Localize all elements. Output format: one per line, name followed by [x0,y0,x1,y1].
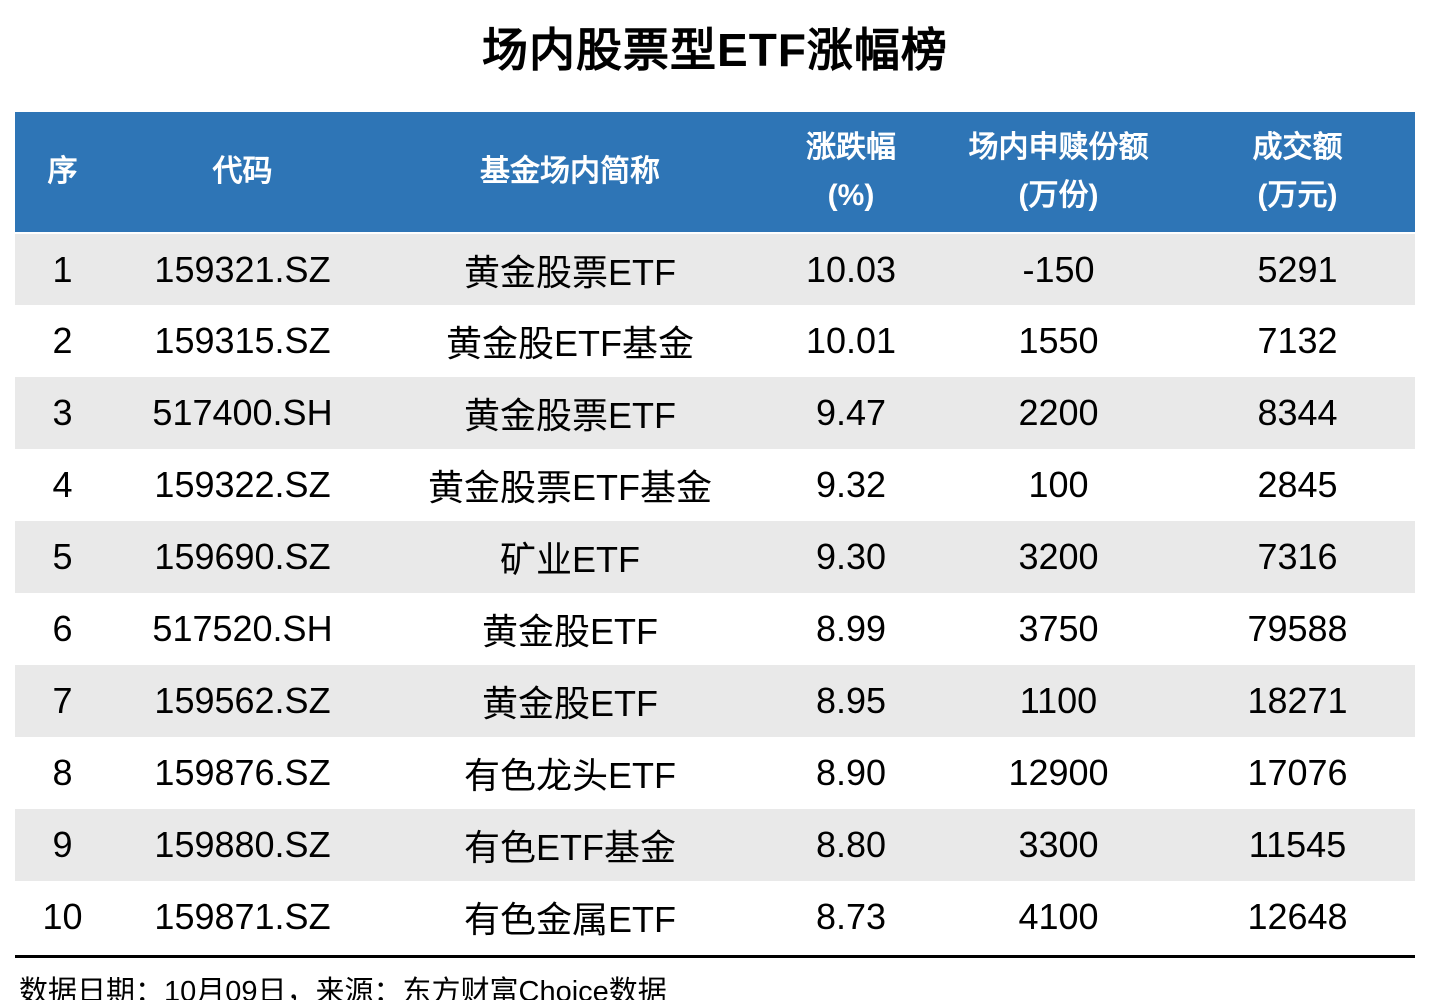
col-header-code-label: 代码 [212,155,273,188]
cell-code: 159321.SZ [154,248,331,290]
cell-code: 159562.SZ [154,680,331,721]
cell-name: 有色金属ETF [464,899,676,940]
table-header: 序 代码 基金场内简称 涨跌幅 (%) 场内申赎份额 (万份) 成交额 [15,112,1415,234]
cell-shares: 4100 [1018,896,1099,937]
cell-turnover: 7316 [1257,536,1338,577]
cell-code: 159880.SZ [154,824,331,865]
cell-turnover: 18271 [1247,680,1348,721]
cell-shares: 2200 [1018,392,1099,433]
cell-change: 9.47 [815,392,887,433]
col-header-change: 涨跌幅 (%) [765,112,937,234]
table-row: 4 159322.SZ 黄金股票ETF基金 9.32 100 2845 [15,449,1415,521]
table-row: 8 159876.SZ 有色龙头ETF 8.90 12900 17076 [15,737,1415,809]
col-header-name-label: 基金场内简称 [480,155,660,188]
cell-turnover: 17076 [1247,752,1348,793]
cell-code: 517400.SH [152,392,333,433]
cell-seq: 7 [52,680,73,721]
cell-name: 有色ETF基金 [464,827,676,868]
cell-name: 矿业ETF [500,539,640,580]
col-header-seq-label: 序 [47,155,78,188]
cell-turnover: 8344 [1257,392,1338,433]
cell-name: 有色龙头ETF [464,755,676,796]
col-header-shares: 场内申赎份额 (万份) [937,112,1180,234]
cell-change: 8.95 [815,680,887,721]
cell-name: 黄金股票ETF基金 [428,467,712,508]
data-source-note: 数据日期：10月09日，来源：东方财富Choice数据 [19,976,667,1000]
col-header-turnover: 成交额 (万元) [1180,112,1415,234]
cell-shares: 3300 [1018,824,1099,865]
cell-seq: 2 [52,320,73,361]
cell-change: 8.80 [815,824,887,865]
col-header-code: 代码 [110,112,375,234]
cell-turnover: 2845 [1257,464,1338,505]
cell-change: 8.90 [815,752,887,793]
cell-turnover: 12648 [1247,896,1348,937]
cell-name: 黄金股ETF [482,683,658,724]
col-header-change-label: 涨跌幅 [806,131,896,164]
cell-seq: 6 [52,608,73,649]
table-row: 1 159321.SZ 黄金股票ETF 10.03 -150 5291 [15,233,1415,305]
cell-shares: 1100 [1019,680,1098,721]
col-header-turnover-unit: (万元) [1257,179,1338,212]
cell-change: 9.32 [815,464,887,505]
cell-code: 517520.SH [152,608,333,649]
cell-seq: 10 [42,896,83,937]
cell-seq: 9 [52,824,73,865]
cell-turnover: 11545 [1248,824,1347,865]
cell-change: 8.73 [815,896,887,937]
table-row: 7 159562.SZ 黄金股ETF 8.95 1100 18271 [15,665,1415,737]
col-header-turnover-label: 成交额 [1252,131,1343,164]
cell-turnover: 79588 [1247,608,1348,649]
cell-shares: -150 [1022,248,1095,290]
cell-shares: 1550 [1018,320,1099,361]
cell-code: 159690.SZ [154,536,331,577]
cell-name: 黄金股票ETF [464,395,676,436]
table-row: 9 159880.SZ 有色ETF基金 8.80 3300 11545 [15,809,1415,881]
cell-change: 9.30 [815,536,887,577]
table-row: 2 159315.SZ 黄金股ETF基金 10.01 1550 7132 [15,305,1415,377]
cell-seq: 3 [52,392,73,433]
col-header-change-unit: (%) [827,179,875,212]
cell-turnover: 5291 [1257,248,1338,290]
cell-seq: 5 [52,536,73,577]
col-header-name: 基金场内简称 [375,112,765,234]
page-title: 场内股票型ETF涨幅榜 [482,24,948,76]
cell-code: 159315.SZ [154,320,331,361]
table-row: 6 517520.SH 黄金股ETF 8.99 3750 79588 [15,593,1415,665]
cell-shares: 3200 [1018,536,1099,577]
col-header-shares-label: 场内申赎份额 [968,131,1149,164]
cell-seq: 8 [52,752,73,793]
table-row: 5 159690.SZ 矿业ETF 9.30 3200 7316 [15,521,1415,593]
cell-code: 159871.SZ [154,896,331,937]
cell-shares: 100 [1028,464,1089,505]
cell-seq: 4 [52,464,73,505]
cell-change: 10.01 [805,320,897,361]
cell-code: 159322.SZ [154,464,331,505]
cell-change: 8.99 [815,608,887,649]
cell-name: 黄金股ETF [482,611,658,652]
cell-shares: 3750 [1018,608,1099,649]
table-body: 1 159321.SZ 黄金股票ETF 10.03 -150 5291 2 15… [15,233,1415,953]
cell-shares: 12900 [1008,752,1109,793]
table-row: 3 517400.SH 黄金股票ETF 9.47 2200 8344 [15,377,1415,449]
header-row: 序 代码 基金场内简称 涨跌幅 (%) 场内申赎份额 (万份) 成交额 [15,112,1415,234]
cell-seq: 1 [52,248,73,290]
col-header-seq: 序 [15,112,110,234]
table-row: 10 159871.SZ 有色金属ETF 8.73 4100 12648 [15,881,1415,953]
etf-gainers-table: 序 代码 基金场内简称 涨跌幅 (%) 场内申赎份额 (万份) 成交额 [15,112,1415,953]
cell-name: 黄金股票ETF [464,251,676,293]
col-header-shares-unit: (万份) [1018,179,1099,212]
cell-code: 159876.SZ [154,752,331,793]
cell-change: 10.03 [805,248,897,290]
cell-name: 黄金股ETF基金 [446,323,694,364]
cell-turnover: 7132 [1257,320,1338,361]
footer-divider-line [15,955,1415,958]
